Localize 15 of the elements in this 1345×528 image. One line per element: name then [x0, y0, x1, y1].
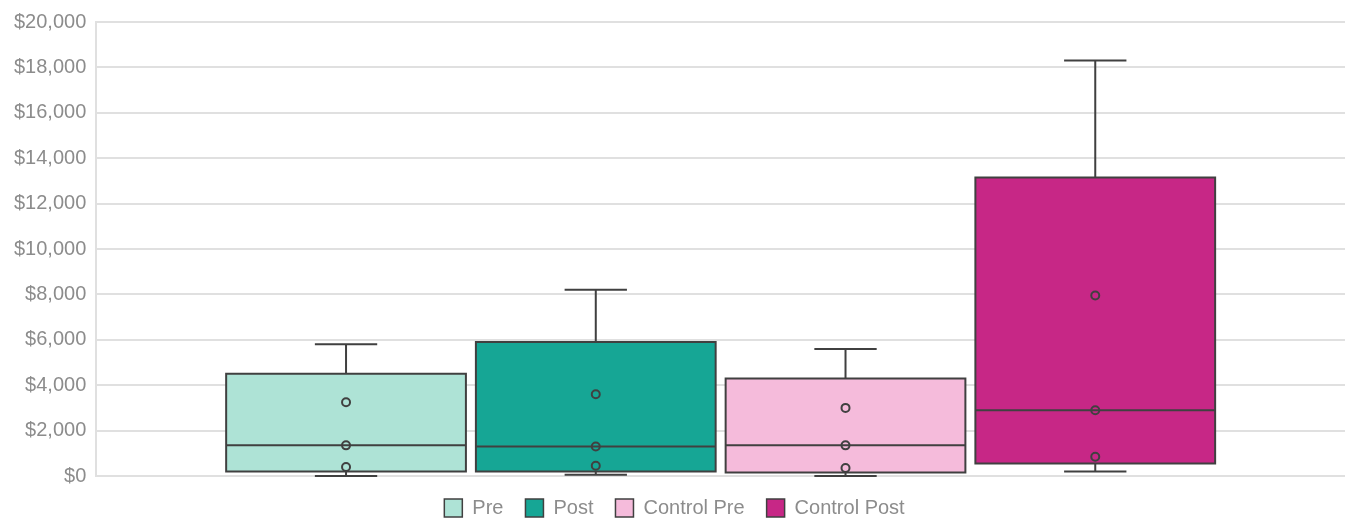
y-tick-label: $16,000: [14, 100, 87, 123]
y-tick-label: $12,000: [14, 191, 87, 214]
y-tick-label: $0: [64, 463, 87, 486]
y-tick-label: $2,000: [25, 418, 87, 441]
legend-label: Control Pre: [643, 495, 745, 518]
y-tick-label: $8,000: [25, 281, 87, 304]
y-tick-label: $20,000: [14, 9, 87, 32]
legend-label: Post: [553, 495, 594, 518]
y-tick-label: $6,000: [25, 327, 87, 350]
legend-label: Pre: [472, 495, 504, 518]
y-tick-label: $14,000: [14, 145, 87, 168]
legend-label: Control Post: [794, 495, 906, 518]
y-tick-label: $10,000: [14, 236, 87, 259]
y-tick-label: $4,000: [25, 372, 87, 395]
y-tick-label: $18,000: [14, 54, 87, 77]
